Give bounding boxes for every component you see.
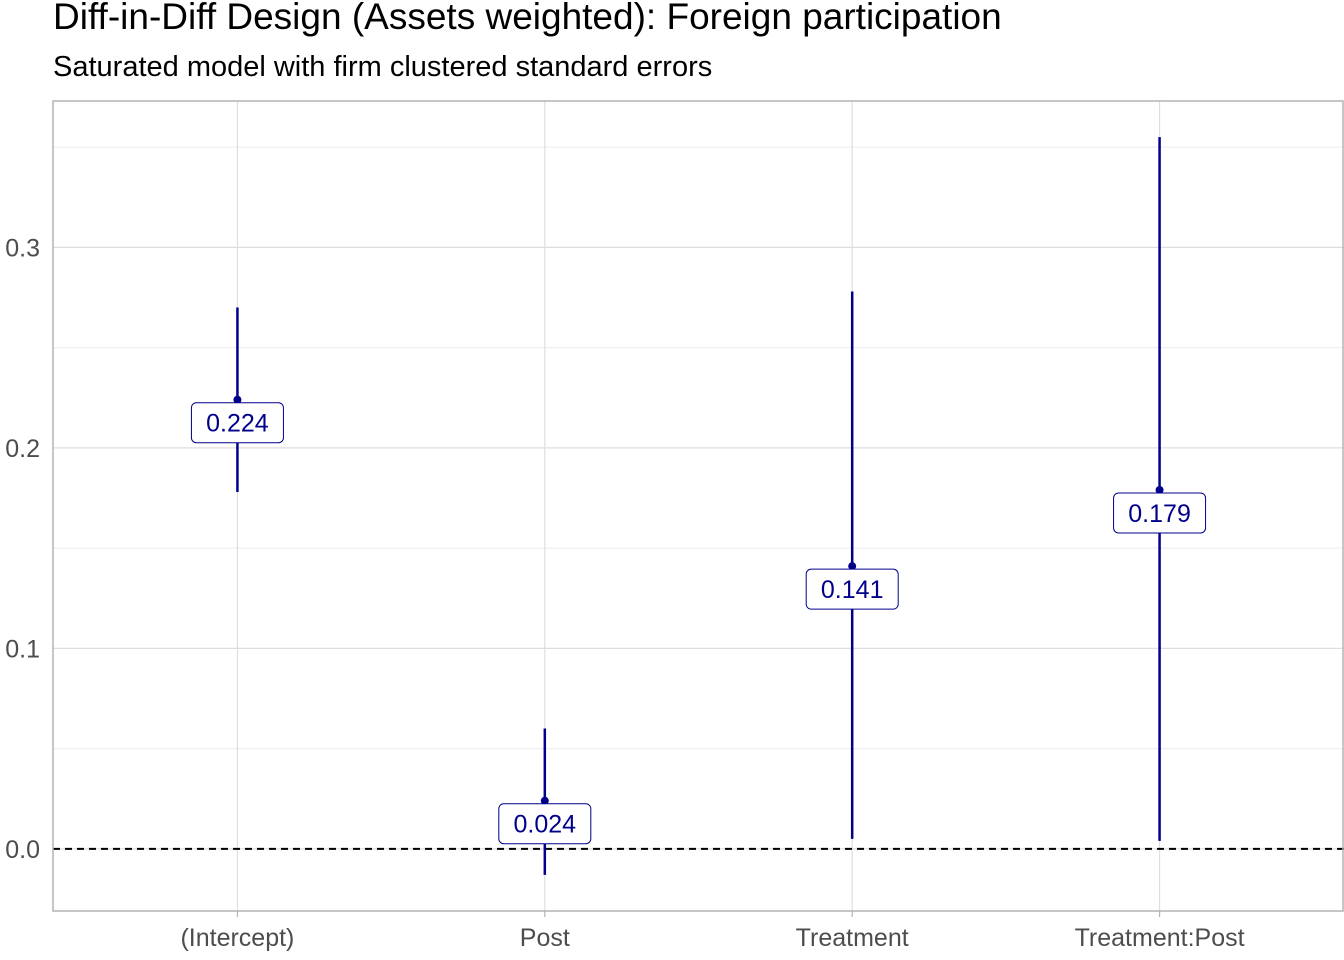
estimate-point xyxy=(1155,485,1164,494)
x-tick-label: Post xyxy=(520,924,570,952)
estimate-label-text: 0.224 xyxy=(206,410,269,438)
estimate-label: 0.141 xyxy=(805,568,899,610)
x-axis-ticks: (Intercept) Post Treatment Treatment:Post xyxy=(180,911,1245,952)
y-tick-label: 0.3 xyxy=(5,234,40,262)
estimate-labels: 0.224 0.024 0.141 0.179 xyxy=(190,402,1207,845)
estimate-label-text: 0.141 xyxy=(821,576,884,604)
y-tick-label: 0.2 xyxy=(5,435,40,463)
x-tick-label: (Intercept) xyxy=(180,924,294,952)
estimate-label-box xyxy=(190,402,284,444)
estimate-point xyxy=(848,562,857,571)
estimate-label-box xyxy=(805,568,899,610)
y-axis-ticks: 0.0 0.1 0.2 0.3 xyxy=(5,234,40,863)
y-tick-label: 0.0 xyxy=(5,836,40,864)
x-tick-label: Treatment:Post xyxy=(1075,924,1245,952)
estimate-label: 0.179 xyxy=(1113,492,1207,534)
estimate-label-text: 0.024 xyxy=(514,811,577,839)
estimate-label: 0.224 xyxy=(190,402,284,444)
chart-subtitle: Saturated model with firm clustered stan… xyxy=(53,51,713,83)
estimate-point xyxy=(233,395,242,404)
panel-border xyxy=(52,100,1344,912)
estimate-point xyxy=(540,796,549,805)
minor-gridlines xyxy=(53,146,1344,750)
estimate-label-text: 0.179 xyxy=(1128,500,1191,528)
estimate-label: 0.024 xyxy=(498,803,592,845)
estimate-label-box xyxy=(498,803,592,845)
chart-title: Diff-in-Diff Design (Assets weighted): F… xyxy=(53,0,1002,37)
coefficient-marks xyxy=(233,137,1164,875)
estimate-label-box xyxy=(1113,492,1207,534)
y-tick-label: 0.1 xyxy=(5,635,40,663)
x-tick-label: Treatment xyxy=(796,924,909,952)
